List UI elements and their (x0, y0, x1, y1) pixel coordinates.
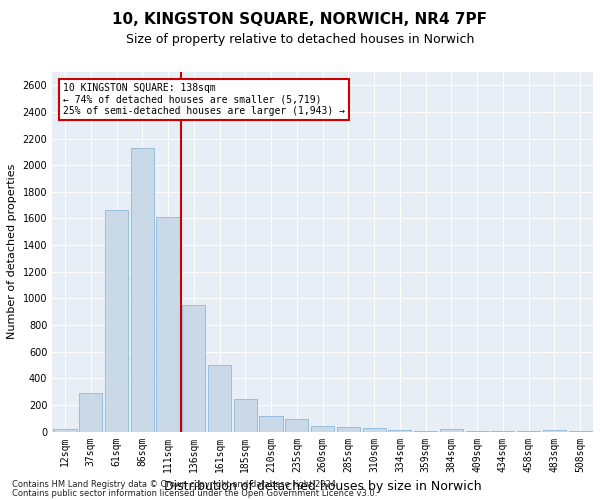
Bar (491, 431, 514, 432)
Text: 10, KINGSTON SQUARE, NORWICH, NR4 7PF: 10, KINGSTON SQUARE, NORWICH, NR4 7PF (113, 12, 487, 28)
Bar (466, 431, 489, 432)
Bar (414, 431, 437, 432)
Bar (569, 431, 592, 432)
Bar (131, 148, 154, 432)
Bar (337, 427, 360, 432)
Bar (157, 217, 179, 432)
Bar (53, 429, 77, 432)
Bar (234, 399, 257, 432)
Bar (285, 419, 308, 432)
Text: 10 KINGSTON SQUARE: 138sqm
← 74% of detached houses are smaller (5,719)
25% of s: 10 KINGSTON SQUARE: 138sqm ← 74% of deta… (63, 82, 345, 116)
Bar (105, 210, 128, 432)
Bar (182, 305, 205, 432)
Bar (543, 430, 566, 432)
Bar (362, 428, 386, 432)
Bar (440, 429, 463, 432)
Bar (79, 393, 103, 432)
Bar (311, 426, 334, 432)
X-axis label: Distribution of detached houses by size in Norwich: Distribution of detached houses by size … (164, 480, 481, 493)
Text: Size of property relative to detached houses in Norwich: Size of property relative to detached ho… (126, 32, 474, 46)
Bar (517, 431, 540, 432)
Bar (208, 365, 231, 432)
Y-axis label: Number of detached properties: Number of detached properties (7, 164, 17, 340)
Text: Contains public sector information licensed under the Open Government Licence v3: Contains public sector information licen… (12, 488, 377, 498)
Text: Contains HM Land Registry data © Crown copyright and database right 2024.: Contains HM Land Registry data © Crown c… (12, 480, 338, 489)
Bar (259, 416, 283, 432)
Bar (388, 430, 412, 432)
